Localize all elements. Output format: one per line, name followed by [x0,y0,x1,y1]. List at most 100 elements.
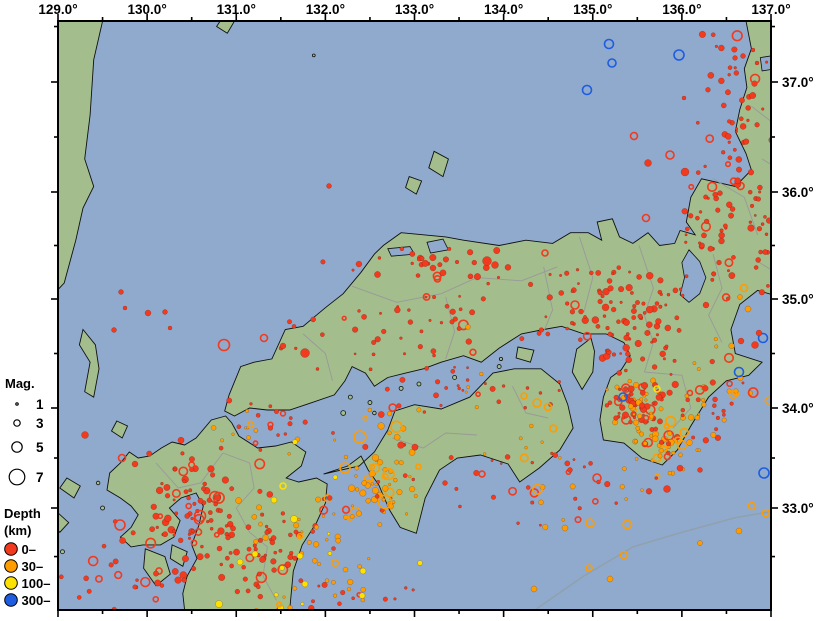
quake-point [732,147,737,152]
quake-point [471,259,478,266]
quake-point [733,366,745,378]
quake-point [606,278,613,284]
quake-point [508,486,518,496]
quake-point [527,281,534,288]
quake-point [538,327,544,333]
quake-point [461,388,465,392]
islet [311,53,316,58]
quake-point [221,476,229,484]
quake-point [592,473,602,483]
quake-point [266,491,274,498]
quake-point [279,410,287,417]
map-layers [58,21,771,610]
quake-point [734,177,742,185]
quake-point [728,342,735,349]
quake-point [549,424,558,433]
quake-point [268,537,273,542]
quake-point [444,303,450,309]
quake-point [399,336,403,340]
quake-point [629,290,634,295]
quake-point [520,392,528,400]
quake-point [619,352,623,355]
quake-point [224,524,229,528]
quake-point [723,352,735,364]
quake-point [714,44,719,49]
quake-point [196,553,204,561]
quake-cluster-hyogo-north [527,265,646,337]
quake-point [640,488,644,492]
lon-tick-label: 134.0° [484,2,523,17]
quake-point [192,501,197,506]
quake-point [465,378,470,382]
quake-point [399,246,405,252]
quake-point [653,385,661,393]
quake-point [174,576,182,584]
quake-point [171,568,179,575]
quake-point [279,482,287,490]
quake-point [172,498,176,502]
quake-point [545,331,551,337]
lat-tick-label: 36.0° [782,185,814,200]
quake-point [278,548,283,553]
quake-point [655,333,660,337]
quake-point [101,543,107,549]
nankai-trough-line [534,510,771,610]
quake-point [729,206,736,212]
quake-point [171,488,181,498]
quake-point [640,381,649,390]
quake-point [474,405,479,410]
quake-point [465,324,471,330]
quake-point [706,196,710,200]
quake-point [649,413,655,419]
quake-point [181,555,189,563]
prefecture-border [351,266,558,303]
quake-point [733,70,740,76]
quake-point [645,305,654,314]
quake-point [645,321,653,329]
prefecture-border [392,432,477,449]
quake-point [578,308,584,315]
landmass-goto [58,512,70,533]
quake-point [402,473,408,479]
quake-point [280,511,286,516]
quake-point [518,436,523,441]
quake-point [569,320,575,326]
quake-point [483,382,487,386]
quake-point [218,508,223,514]
quake-point [408,449,416,456]
quake-point [523,405,528,410]
quake-point [611,272,615,276]
quake-point [397,441,405,449]
quake-point [365,497,371,504]
quake-point [530,460,535,465]
quake-point [155,525,160,530]
quake-point [695,120,700,125]
quake-point [697,241,702,245]
islet [340,410,347,416]
quake-point [300,348,310,358]
quake-cluster-fukui [678,183,759,302]
quake-point [449,308,456,315]
quake-point [614,384,620,390]
quake-point [447,246,452,251]
quake-point [630,308,637,314]
quake-point [337,601,342,607]
landmass-amakusa-1 [143,548,171,587]
quake-point [415,463,422,471]
quake-point [208,517,214,523]
quake-point [541,249,549,257]
quake-point [382,468,395,481]
depth-label-300–: 300– [22,593,51,608]
quake-point [606,348,610,352]
quake-point [453,365,457,369]
magnitude-label-7: 7 [36,470,44,485]
magnitude-label-1: 1 [36,397,44,412]
quake-point [750,47,756,53]
quake-point [501,384,506,388]
quake-point [376,479,381,484]
quake-point [617,411,621,415]
quake-point [544,315,548,319]
quake-point [711,271,717,277]
quake-point [645,488,653,495]
quake-point [381,472,389,480]
